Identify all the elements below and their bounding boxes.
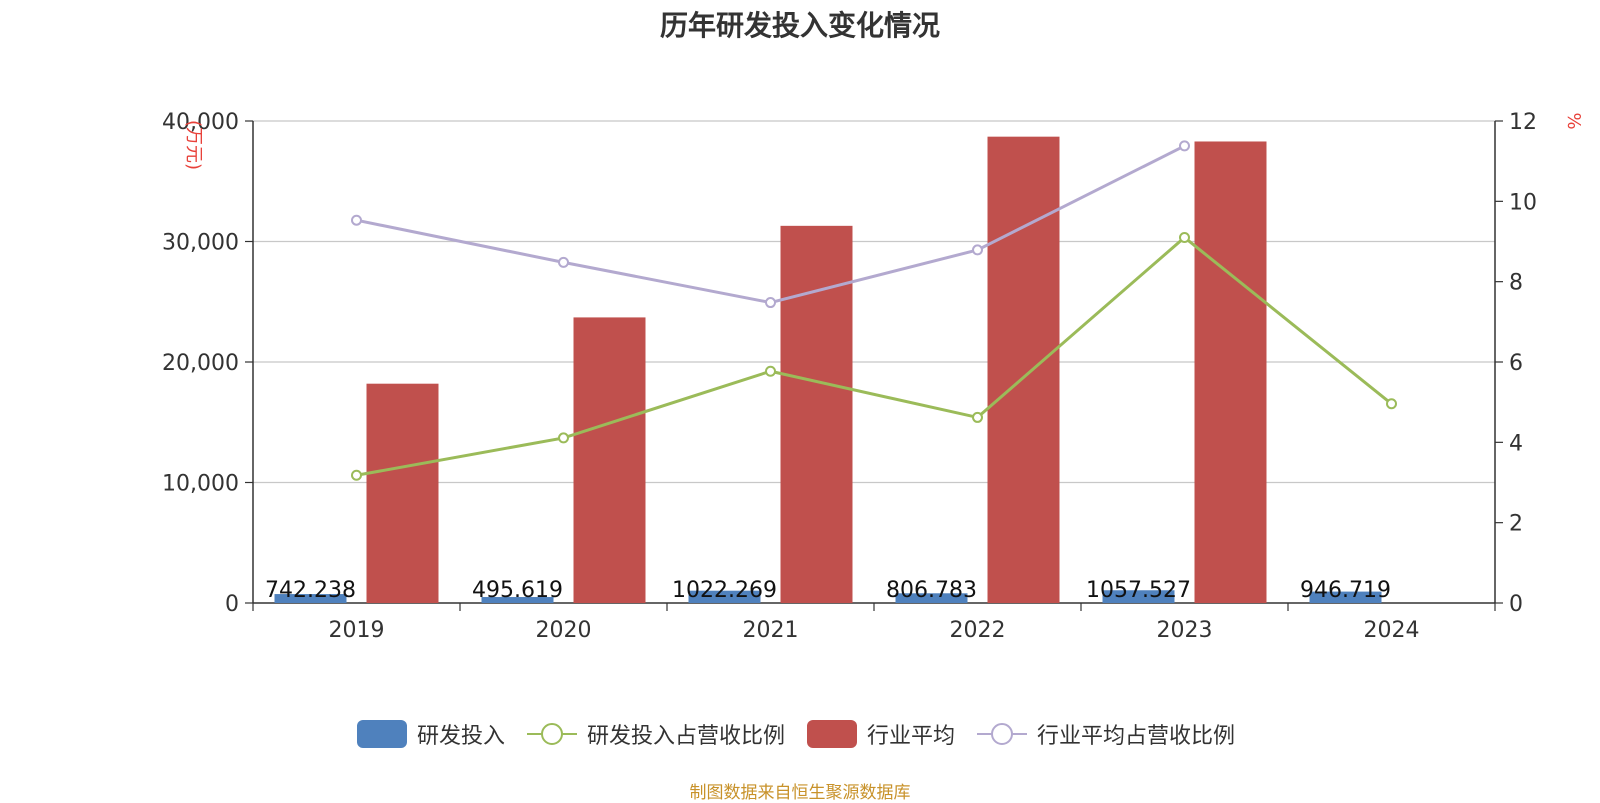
bar-industry-average <box>987 136 1060 604</box>
point-rd-ratio <box>1179 231 1190 243</box>
right-tick-label: 6 <box>1509 351 1523 376</box>
left-tick-label: 20,000 <box>162 351 239 376</box>
bar-rd-investment <box>274 594 347 603</box>
chart-canvas: 0 10,000 20,000 30,000 40,000 0 2 4 6 8 10 12 (万元) % 2… <box>162 110 1584 643</box>
bar-industry-average <box>573 317 646 603</box>
data-label-rd-investment: 742.238 <box>265 578 356 603</box>
data-label-rd-investment: 1057.527 <box>1086 578 1191 603</box>
line-rd-ratio <box>356 235 1393 477</box>
x-tick-label: 2022 <box>950 618 1006 643</box>
left-tick-label: 40,000 <box>162 110 239 135</box>
right-tick-label: 4 <box>1509 431 1523 456</box>
bar-rd-investment <box>688 590 761 603</box>
point-industry-ratio <box>765 297 776 309</box>
legend-swatch-industry-ratio <box>977 723 1028 745</box>
left-tick-label: 30,000 <box>162 231 239 256</box>
legend-item-industry-average[interactable]: 行业平均 <box>807 718 955 750</box>
legend-label-rd-ratio: 研发投入占营收比例 <box>586 724 785 749</box>
x-tick-label: 2020 <box>536 618 592 643</box>
x-tick-label: 2019 <box>329 618 385 643</box>
bar-rd-investment <box>1102 590 1175 603</box>
bar-rd-investment <box>1309 591 1382 603</box>
left-axis-unit: (万元) <box>183 120 204 170</box>
legend-swatch-industry-average <box>807 720 857 748</box>
point-industry-ratio <box>558 256 569 268</box>
legend-label-industry-ratio: 行业平均占营收比例 <box>1037 724 1236 749</box>
point-rd-ratio <box>972 411 983 423</box>
bar-industry-average <box>366 383 439 603</box>
bar-industry-average <box>780 225 853 603</box>
legend-swatch-rd-investment <box>356 720 407 748</box>
right-axis-unit: % <box>1563 112 1584 129</box>
data-label-rd-investment: 495.619 <box>472 578 563 603</box>
data-source-note: 制图数据来自恒生聚源数据库 <box>689 783 911 803</box>
x-tick-label: 2021 <box>743 618 799 643</box>
left-tick-label: 10,000 <box>162 472 239 497</box>
bar-rd-investment <box>895 593 968 603</box>
right-tick-label: 0 <box>1509 592 1523 617</box>
bar-rd-investment <box>481 597 554 603</box>
bar-industry-average <box>1194 141 1267 604</box>
right-tick-label: 8 <box>1509 271 1523 296</box>
legend-swatch-rd-ratio <box>526 723 577 745</box>
chart-title: 历年研发投入变化情况 <box>659 9 940 42</box>
legend-label-rd-investment: 研发投入 <box>416 724 505 749</box>
legend: 研发投入 研发投入占营收比例 行业平均 行业平均占营收比例 <box>0 718 1600 750</box>
legend-item-rd-investment[interactable]: 研发投入 <box>356 718 505 750</box>
point-rd-ratio <box>765 365 776 377</box>
right-tick-label: 2 <box>1509 512 1523 537</box>
data-label-rd-investment: 1022.269 <box>672 578 777 603</box>
x-tick-label: 2023 <box>1157 618 1213 643</box>
point-rd-ratio <box>1386 398 1397 410</box>
point-rd-ratio <box>351 469 362 481</box>
point-rd-ratio <box>558 432 569 444</box>
right-tick-label: 10 <box>1509 190 1537 215</box>
data-label-rd-investment: 946.719 <box>1300 578 1391 603</box>
point-industry-ratio <box>972 244 983 256</box>
point-industry-ratio <box>1179 140 1190 152</box>
legend-item-rd-ratio[interactable]: 研发投入占营收比例 <box>526 718 785 750</box>
left-tick-label: 0 <box>225 592 239 617</box>
right-tick-label: 12 <box>1509 110 1537 135</box>
x-tick-label: 2024 <box>1364 618 1420 643</box>
data-label-rd-investment: 806.783 <box>886 578 977 603</box>
line-industry-ratio <box>356 144 1186 305</box>
legend-label-industry-average: 行业平均 <box>867 724 956 749</box>
legend-item-industry-ratio[interactable]: 行业平均占营收比例 <box>977 718 1235 750</box>
point-industry-ratio <box>351 214 362 226</box>
